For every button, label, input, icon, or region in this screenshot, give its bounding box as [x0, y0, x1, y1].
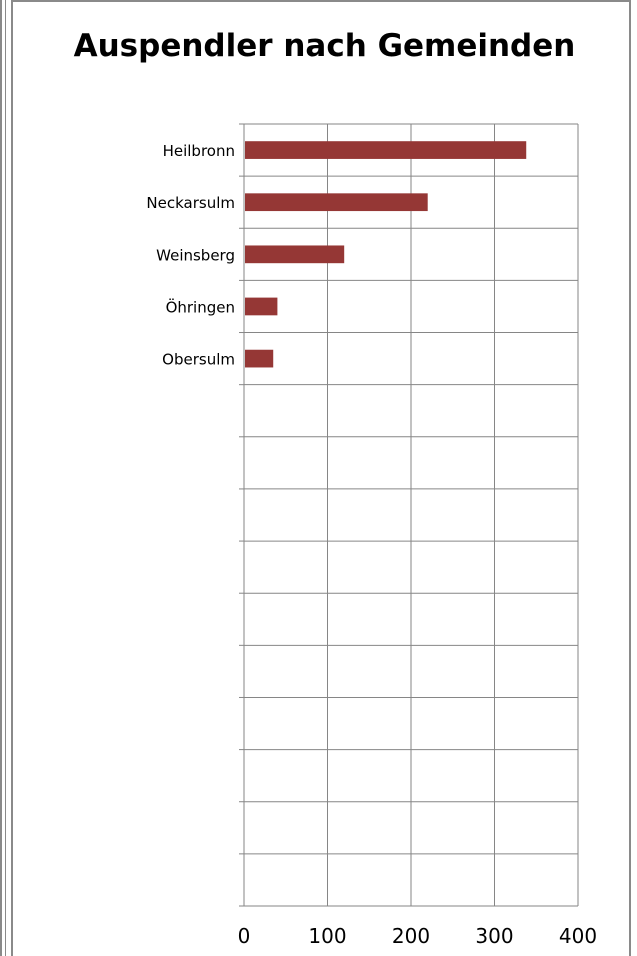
- frame-left: [11, 0, 13, 956]
- chart-title: Auspendler nach Gemeinden: [73, 28, 576, 64]
- left-border: [0, 0, 2, 956]
- bar-heilbronn: [245, 141, 527, 159]
- bar-weinsberg: [245, 245, 345, 264]
- x-tick-label: 0: [238, 924, 251, 948]
- x-tick-label: 300: [475, 924, 513, 948]
- bar-neckarsulm: [245, 193, 428, 212]
- x-tick-label: 200: [392, 924, 430, 948]
- category-label: Heilbronn: [163, 142, 235, 160]
- bar--hringen: [245, 297, 278, 316]
- bar-obersulm: [245, 349, 274, 368]
- left-border-inner: [5, 0, 6, 956]
- x-tick-label: 400: [559, 924, 597, 948]
- category-label: Weinsberg: [156, 246, 235, 264]
- frame-top: [11, 0, 631, 2]
- category-label: Öhringen: [166, 297, 235, 316]
- x-tick-label: 100: [308, 924, 346, 948]
- category-label: Neckarsulm: [146, 194, 235, 212]
- category-label: Obersulm: [162, 351, 235, 369]
- frame-right: [629, 0, 631, 956]
